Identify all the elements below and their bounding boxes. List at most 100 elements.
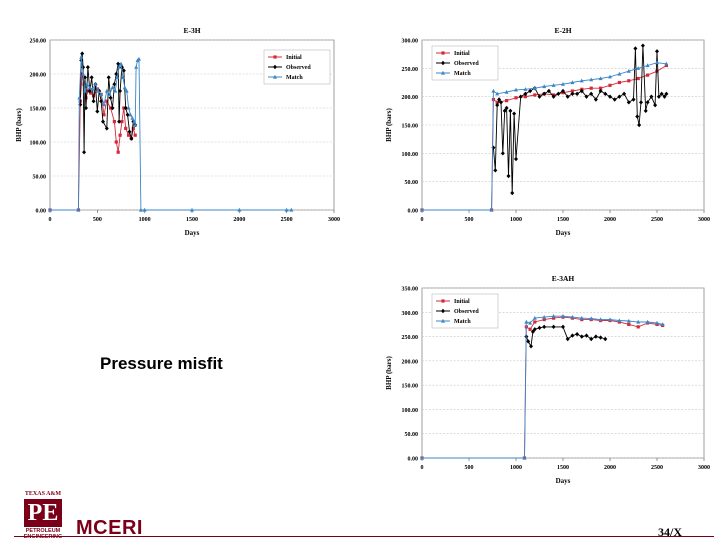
data-point bbox=[537, 325, 542, 331]
x-tick-label: 1000 bbox=[510, 217, 522, 223]
data-point bbox=[504, 105, 509, 111]
x-tick-label: 500 bbox=[465, 217, 474, 223]
data-point bbox=[142, 207, 147, 212]
data-point bbox=[118, 88, 123, 94]
x-tick-label: 1500 bbox=[557, 465, 569, 471]
data-point bbox=[570, 333, 575, 338]
data-point bbox=[523, 87, 528, 91]
data-point bbox=[514, 96, 518, 100]
data-point bbox=[514, 87, 518, 92]
data-point bbox=[79, 54, 84, 59]
data-point bbox=[556, 91, 561, 97]
data-point bbox=[90, 86, 95, 91]
x-tick-label: 2000 bbox=[604, 217, 616, 223]
legend-label: Match bbox=[454, 319, 471, 325]
data-point bbox=[524, 319, 529, 324]
legend-label: Initial bbox=[454, 299, 470, 305]
data-point bbox=[120, 120, 124, 124]
x-tick-label: 3000 bbox=[698, 465, 710, 471]
data-point bbox=[631, 97, 636, 102]
x-tick-label: 2500 bbox=[651, 217, 663, 223]
chart-e2h: 0.00 50.00 100.00 150.00 200.00 250.00 300.00 0… bbox=[382, 22, 712, 247]
data-point bbox=[132, 119, 137, 124]
data-point bbox=[627, 79, 631, 83]
data-point bbox=[575, 331, 580, 337]
x-tick-label: 1000 bbox=[139, 217, 151, 223]
data-point bbox=[542, 84, 547, 89]
data-point bbox=[598, 76, 603, 81]
data-point bbox=[523, 91, 528, 97]
data-point bbox=[99, 92, 104, 96]
data-point bbox=[645, 100, 650, 105]
x-tick-label: 2000 bbox=[233, 217, 245, 223]
logo-mark: PE bbox=[24, 499, 62, 527]
y-tick-label: 150.00 bbox=[402, 124, 419, 130]
data-point bbox=[617, 94, 622, 99]
data-point bbox=[637, 122, 642, 128]
data-point bbox=[655, 60, 659, 65]
data-point bbox=[95, 109, 100, 114]
data-point bbox=[529, 344, 534, 349]
data-point bbox=[107, 92, 112, 96]
data-point bbox=[104, 88, 109, 93]
data-point bbox=[561, 324, 565, 330]
data-point bbox=[510, 190, 515, 196]
data-point bbox=[636, 319, 641, 324]
data-point bbox=[136, 56, 141, 61]
data-point bbox=[118, 133, 122, 137]
data-point bbox=[584, 94, 589, 99]
data-point bbox=[505, 99, 509, 103]
data-point bbox=[495, 102, 500, 108]
data-point bbox=[82, 150, 87, 155]
x-tick-label: 2500 bbox=[651, 465, 663, 471]
data-point bbox=[489, 207, 494, 212]
legend: Initial Observed Match bbox=[431, 293, 499, 329]
logo-line-2: ENGINEERING bbox=[23, 534, 63, 540]
x-axis-label: Days bbox=[185, 229, 200, 237]
chart-title: E-3AH bbox=[552, 274, 575, 283]
data-point bbox=[649, 94, 654, 99]
data-point bbox=[532, 85, 537, 90]
data-point bbox=[664, 91, 669, 97]
y-tick-label: 250.00 bbox=[402, 335, 419, 341]
data-point bbox=[81, 65, 86, 70]
data-point bbox=[105, 99, 109, 103]
y-tick-label: 150.00 bbox=[402, 384, 419, 390]
legend-label: Observed bbox=[454, 309, 479, 315]
org-name: MCERI bbox=[76, 517, 143, 539]
data-point bbox=[645, 63, 650, 68]
data-point bbox=[565, 94, 570, 99]
x-tick-label: 0 bbox=[421, 217, 424, 223]
data-point bbox=[627, 322, 631, 327]
data-point bbox=[635, 114, 640, 119]
legend-marker bbox=[273, 64, 277, 70]
data-point bbox=[119, 65, 124, 70]
series-match bbox=[420, 60, 669, 212]
data-point bbox=[626, 68, 631, 73]
legend-label: Observed bbox=[454, 61, 479, 67]
y-tick-label: 300.00 bbox=[402, 311, 419, 317]
y-tick-label: 200.00 bbox=[402, 359, 419, 365]
data-point bbox=[570, 89, 574, 93]
data-point bbox=[633, 46, 638, 51]
data-point bbox=[506, 173, 511, 179]
data-point bbox=[114, 140, 118, 144]
x-tick-label: 2000 bbox=[604, 465, 616, 471]
data-point bbox=[237, 207, 242, 212]
data-point bbox=[551, 313, 556, 318]
data-point bbox=[514, 156, 518, 162]
data-point bbox=[512, 111, 517, 116]
data-point bbox=[81, 71, 86, 76]
data-point bbox=[124, 126, 128, 130]
data-point bbox=[646, 73, 650, 77]
data-point bbox=[551, 83, 556, 87]
chart-title: E-2H bbox=[554, 26, 571, 35]
data-point bbox=[138, 207, 143, 212]
tamu-petroleum-logo: TEXAS A&M PE PETROLEUM ENGINEERING bbox=[18, 491, 68, 541]
data-point bbox=[504, 89, 509, 94]
data-point bbox=[528, 320, 533, 325]
data-point bbox=[589, 77, 594, 82]
data-point bbox=[655, 320, 659, 325]
legend-label: Match bbox=[454, 71, 471, 77]
data-point bbox=[608, 317, 612, 322]
